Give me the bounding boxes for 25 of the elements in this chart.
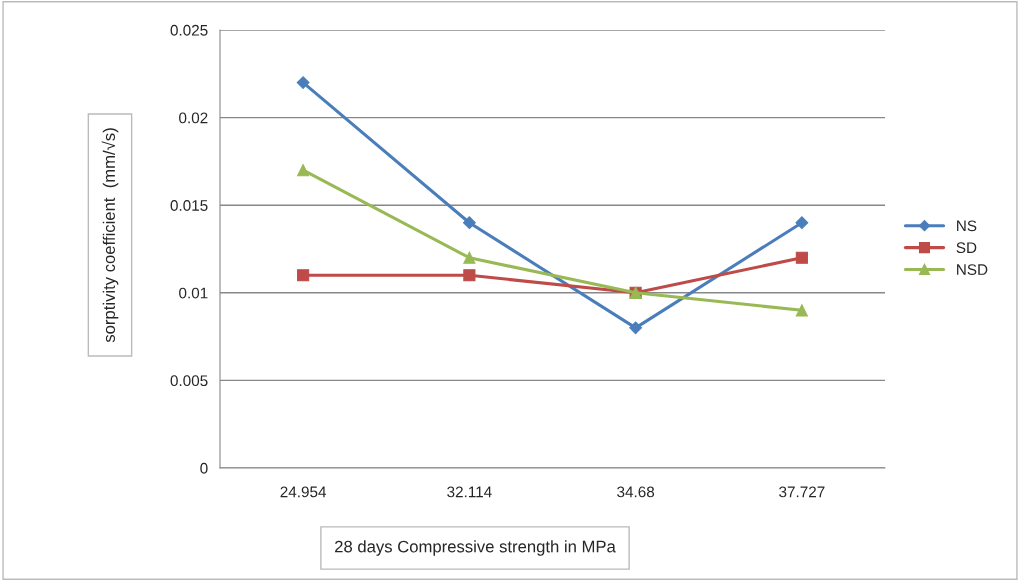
point	[463, 269, 476, 282]
x-axis-title: 28 days Compressive strength in MPa	[335, 540, 616, 556]
point	[795, 251, 808, 264]
point	[463, 251, 476, 264]
point	[795, 216, 809, 230]
y-tick-label: 0.005	[170, 375, 208, 387]
x-tick-label: 32.114	[447, 486, 492, 498]
y-axis-title: sorptivity coefficient (mm/√s)	[101, 128, 119, 343]
point	[462, 216, 476, 230]
point	[795, 304, 808, 317]
point	[629, 321, 643, 335]
legend-label: SD	[956, 242, 977, 254]
legend-label: NS	[957, 220, 977, 232]
y-tick-label: 0	[200, 462, 208, 474]
y-tick-label: 0.025	[170, 24, 208, 36]
x-tick-label: 34.68	[617, 486, 655, 498]
x-tick-label: 24.954	[280, 486, 327, 498]
point	[297, 269, 310, 282]
point	[297, 164, 310, 177]
point	[296, 76, 310, 89]
legend-label: NSD	[957, 264, 988, 275]
y-tick-label: 0.02	[179, 112, 208, 124]
x-tick-label: 37.727	[779, 486, 825, 498]
y-tick-label: 0.015	[170, 200, 208, 211]
y-tick-label: 0.01	[179, 287, 208, 299]
